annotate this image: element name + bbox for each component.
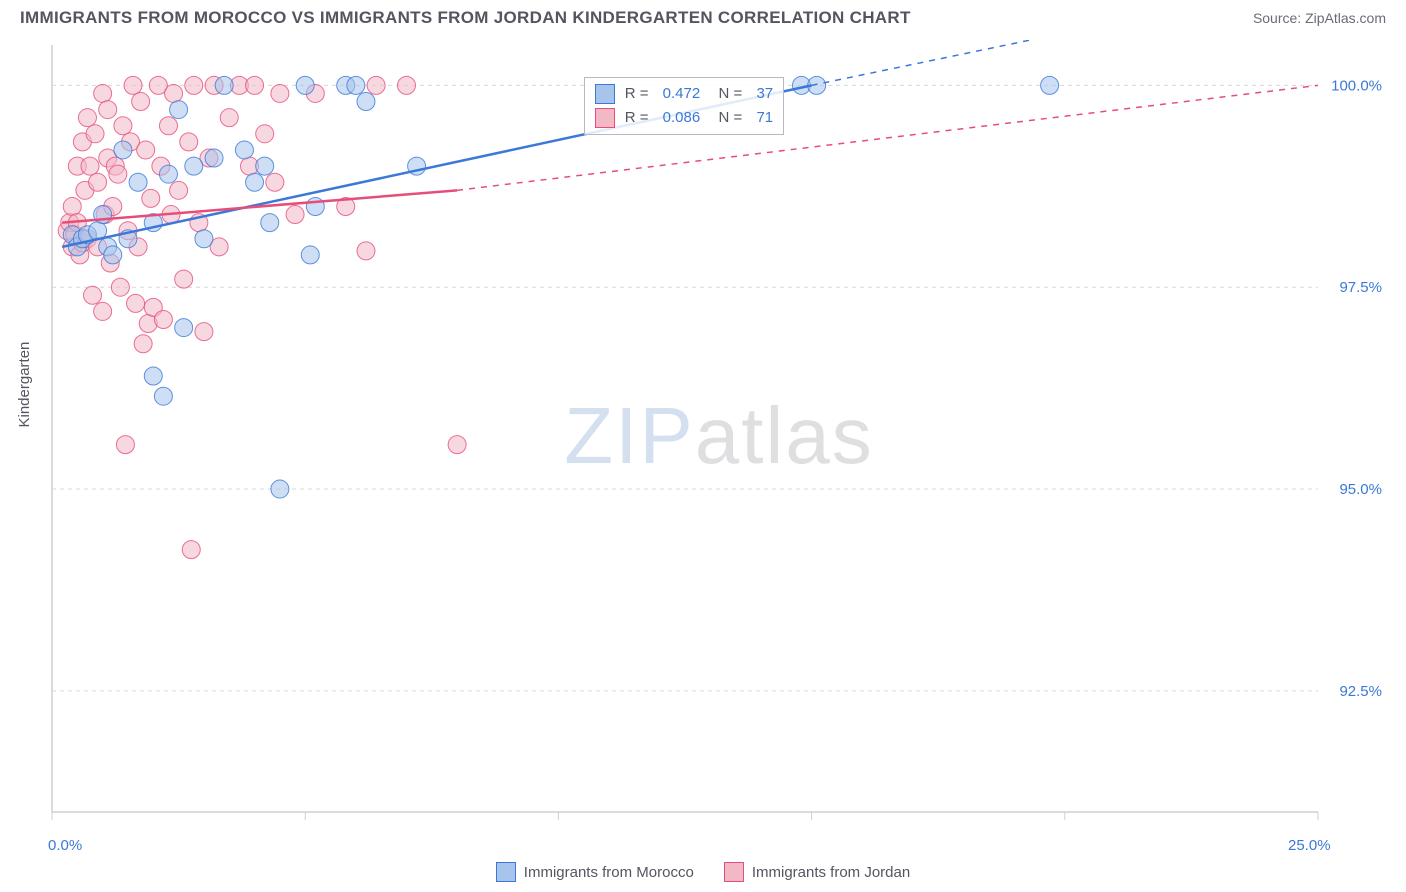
- svg-text:92.5%: 92.5%: [1339, 683, 1382, 700]
- svg-text:100.0%: 100.0%: [1331, 77, 1382, 94]
- stat-n-label: N =: [710, 106, 746, 130]
- chart-title: IMMIGRANTS FROM MOROCCO VS IMMIGRANTS FR…: [20, 8, 911, 28]
- stat-n-value: 37: [756, 82, 773, 106]
- legend-swatch-morocco: [496, 862, 516, 882]
- svg-text:97.5%: 97.5%: [1339, 279, 1382, 296]
- scatter-plot: 92.5% 95.0% 97.5% 100.0%: [50, 40, 1388, 832]
- stat-row-jordan: R = 0.086 N = 71: [595, 106, 773, 130]
- legend-label: Immigrants from Jordan: [752, 864, 910, 881]
- svg-text:95.0%: 95.0%: [1339, 481, 1382, 498]
- stat-r-value: 0.472: [663, 82, 701, 106]
- legend-label: Immigrants from Morocco: [524, 864, 694, 881]
- x-axis-end-label: 25.0%: [1288, 837, 1331, 854]
- stat-n-value: 71: [756, 106, 773, 130]
- legend-swatch-jordan: [724, 862, 744, 882]
- stat-swatch: [595, 108, 615, 128]
- stat-r-label: R =: [625, 106, 653, 130]
- y-axis-label: Kindergarten: [16, 342, 33, 428]
- legend-item-jordan: Immigrants from Jordan: [724, 862, 910, 882]
- source-attribution: Source: ZipAtlas.com: [1253, 10, 1386, 26]
- chart-area: Kindergarten 92.5%95.0%97.5%100.0% ZIPat…: [50, 40, 1388, 832]
- stat-n-label: N =: [710, 82, 746, 106]
- correlation-legend: R = 0.472 N = 37 R = 0.086 N = 71: [584, 77, 784, 135]
- stat-r-label: R =: [625, 82, 653, 106]
- stat-swatch: [595, 84, 615, 104]
- stat-row-morocco: R = 0.472 N = 37: [595, 82, 773, 106]
- series-legend: Immigrants from Morocco Immigrants from …: [0, 862, 1406, 882]
- x-axis-start-label: 0.0%: [48, 837, 82, 854]
- legend-item-morocco: Immigrants from Morocco: [496, 862, 694, 882]
- stat-r-value: 0.086: [663, 106, 701, 130]
